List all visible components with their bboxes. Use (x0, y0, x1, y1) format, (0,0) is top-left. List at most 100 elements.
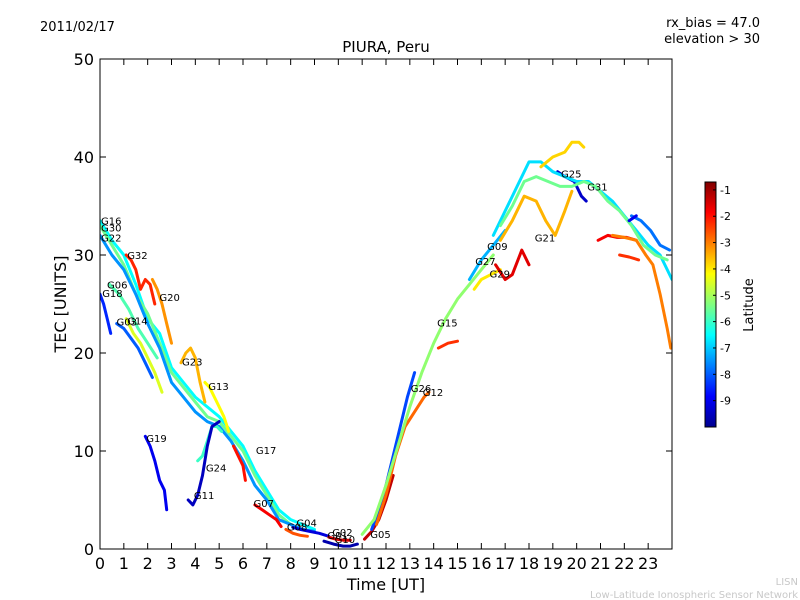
plot-frame (99, 58, 673, 550)
series-g02 (327, 535, 352, 542)
sat-label-g13: G13 (208, 382, 228, 393)
y-axis-label: TEC [UNITS] (51, 256, 70, 354)
colorbar-tick-label: -4 (720, 263, 731, 276)
sat-label-g19: G19 (146, 434, 166, 445)
sat-label-g24: G24 (206, 464, 226, 475)
x-tick-label: 8 (286, 554, 296, 573)
x-tick-label: 0 (95, 554, 105, 573)
sat-label-g26: G26 (411, 384, 431, 395)
x-tick-label: 5 (214, 554, 224, 573)
colorbar-tick-label: -1 (720, 184, 731, 197)
x-tick-label: 14 (423, 554, 443, 573)
series-layer (100, 140, 672, 548)
date-label: 2011/02/17 (40, 20, 115, 35)
sat-label-g30: G30 (101, 224, 121, 235)
colorbar-tick-label: -2 (720, 210, 731, 223)
x-tick-label: 12 (376, 554, 396, 573)
sat-label-g22: G22 (101, 233, 121, 244)
colorbar-tick-label: -9 (720, 395, 731, 408)
sat-label-g03: G03 (117, 318, 137, 329)
sat-label-g29: G29 (490, 270, 510, 281)
colorbar-tick-label: -7 (720, 342, 731, 355)
series-g15 (360, 253, 495, 536)
series-g06 (108, 282, 159, 360)
sat-label-g11: G11 (194, 491, 214, 502)
sat-label-g04: G04 (296, 518, 316, 529)
sat-label-g05: G05 (370, 530, 390, 541)
rx-bias-label: rx_bias = 47.0 (666, 16, 760, 31)
colorbar-ticks: -1 -2 -3 -4 -5 -6 -7 -8 -9 (713, 184, 731, 408)
sat-label-g21: G21 (535, 233, 555, 244)
colorbar-tick-label: -5 (720, 289, 731, 302)
sat-label-g25: G25 (561, 170, 581, 181)
series-g33 (630, 214, 672, 252)
x-tick-label: 1 (119, 554, 129, 573)
series-g09 (467, 229, 507, 281)
x-tick-label: 17 (495, 554, 515, 573)
series-g21 (494, 248, 531, 281)
series-g18 (100, 292, 113, 335)
colorbar-tick-label: -3 (720, 237, 731, 250)
series-g20 (150, 278, 173, 345)
elevation-label: elevation > 30 (664, 32, 760, 47)
x-tick-label: 10 (328, 554, 348, 573)
x-tick-label: 15 (447, 554, 467, 573)
series-g14 (124, 317, 164, 394)
series-g11 (186, 420, 221, 507)
x-tick-label: 11 (352, 554, 372, 573)
x-tick-label: 7 (262, 554, 272, 573)
sat-label-g14: G14 (127, 317, 147, 328)
series-g17 (232, 444, 247, 482)
sat-label-g12: G12 (423, 388, 443, 399)
x-tick-label: 22 (614, 554, 634, 573)
x-tick-label: 4 (190, 554, 200, 573)
y-tick-label: 20 (74, 344, 94, 363)
x-tick-label: 18 (519, 554, 539, 573)
colorbar (704, 181, 717, 428)
series-g22 (100, 233, 316, 533)
series-g03 (115, 322, 154, 379)
x-tick-label: 16 (471, 554, 491, 573)
series-g31-b (498, 175, 669, 262)
series-g04 (291, 525, 331, 538)
y-tick-label: 40 (74, 148, 94, 167)
sat-label-g01: G01 (327, 531, 347, 542)
x-tick-label: 21 (590, 554, 610, 573)
series-g19 (143, 434, 169, 512)
series-g23 (179, 346, 207, 404)
series-g07 (253, 503, 283, 528)
sat-label-g02: G02 (332, 528, 352, 539)
series-g08 (284, 527, 309, 538)
series-g10 (322, 539, 359, 548)
series-g16 (100, 219, 316, 531)
sat-label-g31: G31 (587, 182, 607, 193)
x-axis-ticks: 0 1 2 3 4 5 6 7 8 9 10 11 12 13 14 15 16 17 18 19 20 21 22 23 (95, 59, 658, 573)
sat-label-g27: G27 (475, 257, 495, 268)
y-tick-label: 10 (74, 442, 94, 461)
x-tick-label: 9 (309, 554, 319, 573)
y-tick-label: 50 (74, 50, 94, 69)
sat-label-g09: G09 (487, 242, 507, 253)
colorbar-tick-label: -6 (720, 316, 731, 329)
series-g31 (491, 160, 672, 281)
series-g34 (627, 214, 638, 223)
x-tick-label: 20 (566, 554, 586, 573)
x-axis-label: Time [UT] (346, 575, 425, 594)
series-g13 (203, 380, 231, 433)
series-g25-b (539, 140, 586, 169)
x-tick-label: 2 (143, 554, 153, 573)
sat-label-g18: G18 (102, 289, 122, 300)
sat-label-g17: G17 (256, 446, 276, 457)
x-tick-label: 19 (543, 554, 563, 573)
colorbar-label: Latitude (742, 278, 757, 332)
chart-title: PIURA, Peru (342, 38, 429, 56)
sat-label-g23: G23 (182, 358, 202, 369)
sat-label-g08: G08 (287, 522, 307, 533)
y-axis-ticks: 0 10 20 30 40 50 (74, 50, 672, 559)
x-tick-label: 13 (400, 554, 420, 573)
sat-label-g20: G20 (159, 293, 179, 304)
colorbar-tick-label: -8 (720, 368, 731, 381)
sat-label-g06: G06 (107, 280, 127, 291)
x-tick-label: 3 (166, 554, 176, 573)
